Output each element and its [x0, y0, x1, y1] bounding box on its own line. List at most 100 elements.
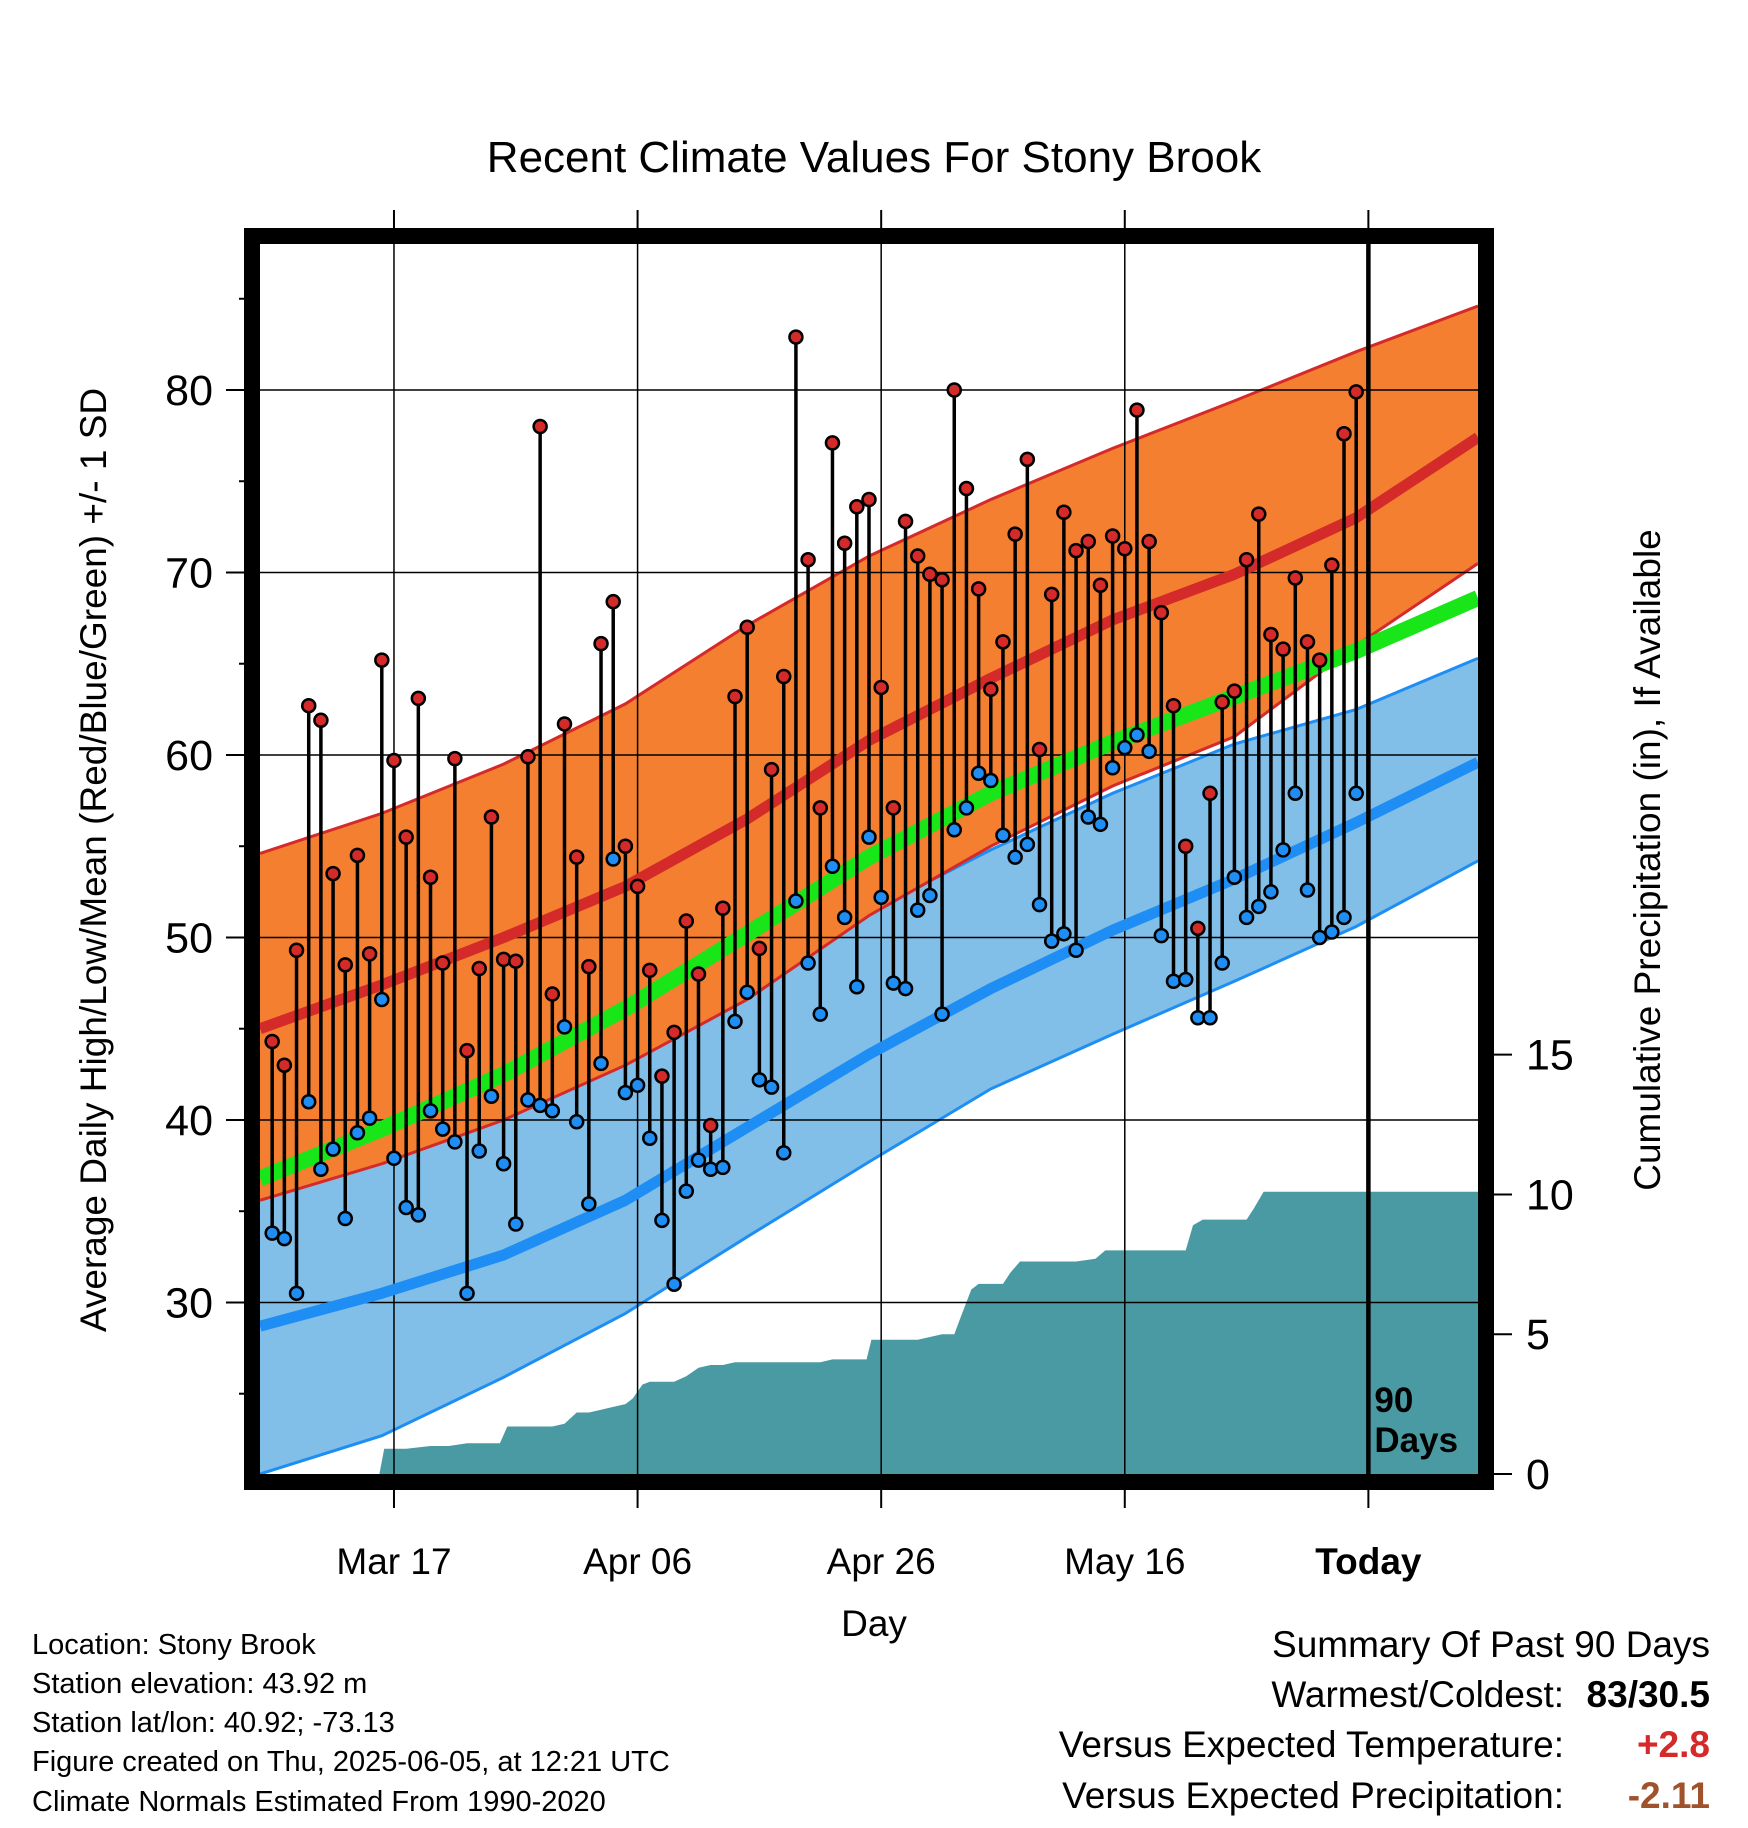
daily-low-marker — [1056, 926, 1072, 942]
daily-low-marker — [922, 887, 938, 904]
daily-high-marker — [873, 679, 889, 696]
normal-mean-line — [260, 590, 1478, 1186]
x-tick-label: May 16 — [1064, 1541, 1185, 1582]
temp-anomaly-value: +2.8 — [1636, 1724, 1710, 1765]
daily-high-marker — [690, 966, 707, 982]
daily-high-marker — [727, 688, 743, 705]
y-right-tick-label: 0 — [1526, 1451, 1550, 1499]
daily-high-marker — [1263, 626, 1279, 643]
daily-observations — [264, 329, 1364, 1302]
x-axis-title: Day — [841, 1603, 907, 1644]
daily-high-marker — [1104, 528, 1121, 544]
daily-low-marker — [1275, 842, 1291, 858]
daily-high-marker — [788, 329, 804, 345]
daily-low-marker — [1104, 760, 1121, 776]
summary-warmest-row: Warmest/Coldest: 83/30.5 — [1271, 1676, 1710, 1713]
daily-low-marker — [1019, 836, 1036, 853]
daily-high-marker — [337, 957, 354, 973]
daily-low-marker — [532, 1097, 548, 1114]
daily-low-marker — [1348, 785, 1364, 802]
daily-low-marker — [495, 1156, 512, 1172]
daily-low-marker — [447, 1134, 463, 1150]
x-tick-label: Mar 17 — [336, 1541, 451, 1582]
daily-high-marker — [532, 418, 548, 435]
daily-high-marker — [1153, 604, 1170, 621]
daily-high-marker — [1019, 451, 1036, 468]
daily-high-marker — [1165, 697, 1182, 714]
daily-low-marker — [434, 1121, 451, 1137]
daily-low-marker — [629, 1077, 646, 1094]
created-text: Figure created on Thu, 2025-06-05, at 12… — [32, 1746, 670, 1778]
daily-high-marker — [1117, 541, 1133, 557]
daily-low-marker — [422, 1103, 439, 1119]
daily-low-marker — [374, 991, 390, 1008]
daily-high-marker — [995, 634, 1011, 650]
daily-high-marker — [1324, 557, 1340, 573]
daily-high-marker — [922, 566, 938, 583]
daily-high-marker — [629, 878, 646, 895]
today-days-label-number: 90 — [1374, 1381, 1413, 1420]
daily-low-marker — [678, 1183, 695, 1199]
daily-low-marker — [1238, 909, 1255, 926]
daily-high-marker — [300, 697, 317, 714]
precip-anomaly-value: -2.11 — [1627, 1775, 1710, 1816]
daily-low-marker — [897, 980, 914, 997]
y-axis-right-title: Cumulative Precipitation (in), If Availa… — [1627, 529, 1668, 1191]
daily-low-marker — [702, 1161, 719, 1177]
daily-low-marker — [520, 1092, 536, 1108]
daily-low-marker — [544, 1103, 561, 1119]
daily-high-marker — [739, 619, 755, 635]
warmest-value: 83/30.5 — [1586, 1674, 1710, 1715]
plot-frame — [244, 228, 1494, 1490]
daily-low-marker — [751, 1072, 768, 1088]
daily-low-marker — [264, 1225, 280, 1241]
daily-high-marker — [885, 800, 902, 816]
daily-high-marker — [264, 1033, 280, 1050]
y-tick-label: 50 — [165, 914, 213, 962]
daily-low-marker — [276, 1230, 293, 1247]
daily-high-marker — [715, 900, 731, 917]
daily-low-marker — [1129, 727, 1145, 743]
daily-high-marker — [1177, 838, 1194, 854]
x-axis: Mar 17 Apr 06 Apr 26 May 16 Today — [336, 210, 1422, 1582]
daily-low-marker — [386, 1150, 402, 1167]
y-tick-label: 70 — [165, 549, 213, 597]
x-tick-label: Apr 06 — [583, 1541, 692, 1582]
daily-high-marker — [544, 986, 561, 1002]
y-tick-label: 60 — [165, 732, 213, 780]
daily-high-marker — [1007, 526, 1023, 542]
daily-low-marker — [1177, 971, 1194, 988]
daily-low-marker — [909, 902, 926, 918]
daily-low-marker — [1165, 973, 1182, 990]
daily-low-marker — [1226, 869, 1243, 885]
daily-high-marker — [349, 847, 366, 864]
daily-low-marker — [946, 822, 963, 838]
daily-high-marker — [934, 572, 950, 588]
daily-high-marker — [1214, 694, 1230, 710]
daily-low-marker — [654, 1212, 670, 1229]
daily-high-marker — [520, 749, 536, 765]
daily-low-marker — [325, 1141, 341, 1157]
y-right-tick-label: 15 — [1526, 1032, 1574, 1080]
daily-high-marker — [849, 499, 865, 515]
y-axis-left-title: Average Daily High/Low/Mean (Red/Blue/Gr… — [73, 388, 114, 1332]
daily-low-marker — [995, 827, 1011, 844]
daily-high-marker — [666, 1024, 682, 1041]
daily-high-marker — [508, 953, 524, 969]
daily-high-marker — [751, 940, 768, 957]
daily-low-marker — [861, 829, 877, 845]
precip-anomaly-label: Versus Expected Precipitation: — [1062, 1775, 1564, 1816]
daily-high-marker — [593, 635, 609, 652]
y-right-tick-label: 10 — [1526, 1171, 1574, 1219]
daily-high-marker — [398, 829, 414, 845]
temp-anomaly-label: Versus Expected Temperature: — [1058, 1724, 1564, 1765]
daily-high-marker — [1043, 586, 1060, 603]
daily-high-marker — [605, 593, 621, 610]
daily-high-marker — [970, 581, 987, 597]
daily-high-marker — [459, 1042, 475, 1059]
daily-high-marker — [325, 865, 341, 882]
daily-high-marker — [1348, 384, 1364, 400]
daily-low-marker — [556, 1019, 573, 1035]
daily-low-marker — [471, 1143, 487, 1159]
daily-low-marker — [1117, 739, 1133, 756]
